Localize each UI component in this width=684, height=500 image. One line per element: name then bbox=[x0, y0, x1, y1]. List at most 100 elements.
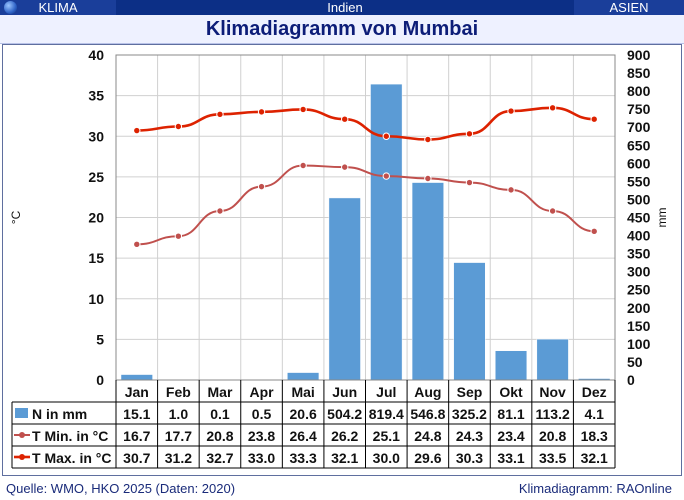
title-bar: Klimadiagramm von Mumbai bbox=[0, 15, 684, 44]
tmin-point bbox=[133, 240, 141, 249]
y-left-tick-label: 30 bbox=[88, 128, 104, 144]
table-cell-value: 20.8 bbox=[206, 428, 233, 444]
x-tick-label: Mar bbox=[208, 384, 233, 400]
tmax-point bbox=[382, 132, 390, 140]
tmin-point bbox=[465, 178, 474, 187]
y-right-tick-label: 300 bbox=[627, 264, 651, 280]
table-cell-value: 18.3 bbox=[581, 428, 608, 444]
y-left-tick-label: 25 bbox=[88, 169, 104, 185]
y-right-tick-label: 0 bbox=[627, 372, 635, 388]
table-cell-value: 16.7 bbox=[123, 428, 150, 444]
y-right-tick-label: 850 bbox=[627, 65, 651, 81]
x-tick-label: Feb bbox=[166, 384, 191, 400]
bar-precipitation bbox=[120, 374, 153, 381]
tmax-point bbox=[133, 126, 141, 135]
bar-precipitation bbox=[411, 182, 444, 381]
tmax-point bbox=[216, 110, 224, 119]
tmax-point bbox=[341, 115, 349, 123]
y-right-axis-label: mm bbox=[655, 208, 669, 228]
legend-marker-precipitation bbox=[15, 408, 28, 418]
globe-icon bbox=[4, 1, 17, 14]
footer: Quelle: WMO, HKO 2025 (Daten: 2020) Klim… bbox=[0, 478, 684, 500]
table-cell-value: 113.2 bbox=[535, 406, 569, 422]
table-cell-value: 30.3 bbox=[456, 450, 483, 466]
y-right-tick-label: 400 bbox=[627, 228, 651, 244]
tmin-point bbox=[341, 163, 349, 171]
bar-precipitation bbox=[536, 338, 569, 381]
table-cell-value: 819.4 bbox=[369, 406, 404, 422]
x-tick-label: Aug bbox=[414, 384, 441, 400]
chart-frame bbox=[2, 44, 682, 476]
table-cell-value: 546.8 bbox=[410, 406, 445, 422]
table-cell-value: 20.8 bbox=[539, 428, 566, 444]
table-cell-value: 24.3 bbox=[456, 428, 483, 444]
x-tick-label: Apr bbox=[249, 384, 274, 400]
table-cell-value: 17.7 bbox=[165, 428, 192, 444]
top-navigation-bar: KLIMA Indien ASIEN bbox=[0, 0, 684, 15]
table-cell-value: 32.7 bbox=[206, 450, 233, 466]
tmin-point bbox=[299, 161, 307, 170]
nav-country[interactable]: Indien bbox=[116, 0, 574, 15]
y-right-tick-label: 800 bbox=[627, 83, 651, 99]
tmax-point bbox=[424, 135, 432, 144]
legend-label-tmax: T Max. in °C bbox=[32, 450, 112, 466]
table-cell-value: 33.5 bbox=[539, 450, 566, 466]
y-left-tick-label: 10 bbox=[88, 291, 104, 307]
y-left-tick-label: 40 bbox=[88, 47, 104, 63]
table-cell-value: 1.0 bbox=[169, 406, 189, 422]
tmax-point bbox=[174, 122, 183, 131]
y-right-tick-label: 350 bbox=[627, 246, 651, 262]
x-tick-label: Jul bbox=[376, 384, 396, 400]
x-tick-label: Dez bbox=[582, 384, 607, 400]
bar-precipitation bbox=[287, 372, 320, 381]
tmax-point bbox=[299, 105, 307, 114]
nav-klima[interactable]: KLIMA bbox=[0, 0, 116, 15]
nav-continent-label: ASIEN bbox=[609, 0, 649, 15]
y-right-tick-label: 750 bbox=[627, 101, 651, 117]
tmin-point bbox=[507, 186, 515, 194]
y-right-tick-label: 600 bbox=[627, 155, 651, 171]
table-cell-value: 30.0 bbox=[373, 450, 400, 466]
table-cell-value: 24.8 bbox=[414, 428, 441, 444]
legend-marker-tmax-point bbox=[19, 454, 25, 460]
y-right-tick-label: 250 bbox=[627, 282, 651, 298]
table-cell-value: 26.4 bbox=[290, 428, 317, 444]
tmax-point bbox=[548, 104, 557, 112]
y-right-tick-label: 550 bbox=[627, 173, 651, 189]
tmin-point bbox=[548, 207, 557, 215]
y-right-tick-label: 50 bbox=[627, 354, 643, 370]
table-cell-value: 31.2 bbox=[165, 450, 192, 466]
y-right-tick-label: 700 bbox=[627, 119, 651, 135]
table-cell-value: 25.1 bbox=[373, 428, 400, 444]
table-cell-value: 20.6 bbox=[290, 406, 317, 422]
tmax-point bbox=[465, 130, 474, 138]
table-cell-value: 23.4 bbox=[497, 428, 524, 444]
nav-continent[interactable]: ASIEN bbox=[574, 0, 684, 15]
tmin-point bbox=[590, 227, 598, 236]
y-right-tick-label: 900 bbox=[627, 47, 651, 63]
tmax-point bbox=[507, 107, 515, 115]
bar-precipitation bbox=[328, 197, 361, 381]
table-cell-value: 15.1 bbox=[123, 406, 150, 422]
x-tick-label: Sep bbox=[457, 384, 483, 400]
bar-precipitation bbox=[453, 262, 486, 381]
y-right-tick-label: 100 bbox=[627, 336, 651, 352]
y-left-tick-label: 35 bbox=[88, 88, 104, 104]
table-cell-value: 23.8 bbox=[248, 428, 275, 444]
table-cell-value: 29.6 bbox=[414, 450, 441, 466]
chart-title: Klimadiagramm von Mumbai bbox=[205, 18, 479, 40]
table-cell-value: 81.1 bbox=[497, 406, 524, 422]
y-left-tick-label: 20 bbox=[88, 210, 104, 226]
tmin-point bbox=[424, 174, 432, 183]
nav-country-label: Indien bbox=[327, 0, 363, 15]
tmin-point bbox=[257, 182, 266, 191]
table-cell-value: 32.1 bbox=[581, 450, 608, 466]
bar-precipitation bbox=[370, 83, 403, 381]
table-cell-value: 26.2 bbox=[331, 428, 358, 444]
legend-label-precipitation: N in mm bbox=[32, 406, 87, 422]
x-tick-label: Jan bbox=[125, 384, 149, 400]
y-left-tick-label: 15 bbox=[88, 250, 104, 266]
x-tick-label: Jun bbox=[332, 384, 357, 400]
table-cell-value: 33.1 bbox=[497, 450, 524, 466]
tmax-point bbox=[590, 115, 598, 123]
